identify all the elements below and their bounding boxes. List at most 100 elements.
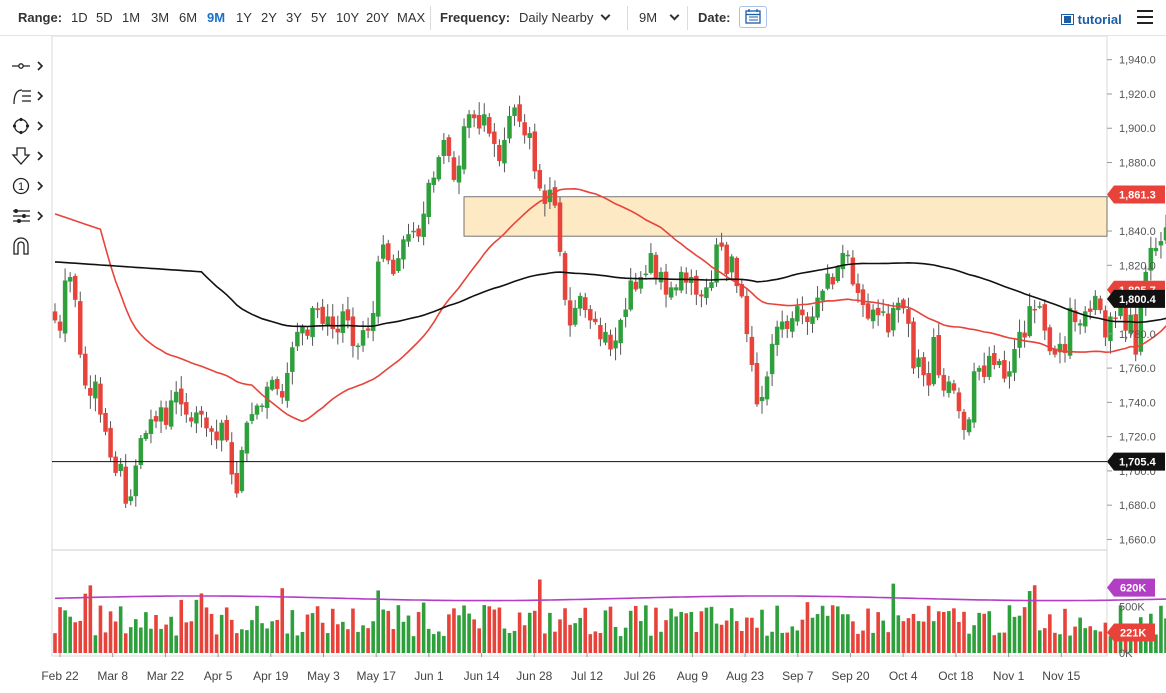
up-candle [971, 371, 977, 423]
range-9m-button[interactable]: 9M [207, 10, 226, 25]
label-tool[interactable]: 1 [10, 176, 50, 198]
down-candle [886, 313, 891, 333]
up-candle [431, 177, 436, 186]
range-1m-button[interactable]: 1M [122, 10, 141, 25]
down-candle [941, 374, 947, 391]
volume-bar-up [255, 605, 259, 653]
volume-bar-down [113, 621, 118, 653]
volume-bar-up [310, 613, 315, 653]
volume-bar-up [623, 627, 628, 653]
volume-tick-label: 0K [1119, 648, 1133, 660]
up-candle [1163, 227, 1166, 241]
down-candle [1002, 360, 1007, 379]
down-candle [961, 411, 967, 431]
y-tick-label: 1,760.0 [1119, 363, 1156, 375]
up-candle [466, 114, 472, 128]
y-tick-label: 1,680.0 [1119, 500, 1156, 512]
volume-bar-down [88, 585, 93, 653]
fibonacci-tool[interactable] [10, 86, 50, 108]
up-candle [774, 326, 780, 345]
volume-bar-up [987, 611, 992, 653]
x-tick-label: Nov 15 [1042, 669, 1080, 683]
arrow-tool[interactable] [10, 146, 50, 168]
volume-bar-up [396, 605, 401, 653]
volume-bar-down [538, 579, 542, 653]
tutorial-link[interactable]: tutorial [1061, 12, 1122, 27]
crosshair-tool[interactable] [10, 56, 50, 78]
up-candle [502, 139, 507, 164]
range-3m-button[interactable]: 3M [151, 10, 170, 25]
volume-bar-down [1098, 631, 1103, 653]
volume-bar-up [669, 608, 673, 653]
arrow-down-icon [11, 147, 44, 165]
volume-bar-up [442, 635, 446, 653]
volume-bar-down [750, 617, 754, 653]
price-chart[interactable]: 1,940.01,920.01,900.01,880.01,860.01,840… [0, 36, 1166, 693]
volume-bar-down [1113, 635, 1118, 653]
volume-last-tag-label: 221K [1120, 628, 1146, 640]
x-tick-label: Sep 20 [831, 669, 869, 683]
down-candle [229, 442, 234, 475]
up-candle [300, 326, 305, 334]
range-1y-button[interactable]: 1Y [236, 10, 252, 25]
period-dropdown[interactable]: 9M [639, 10, 680, 25]
volume-bar-down [98, 605, 103, 653]
volume-bar-down [1043, 628, 1047, 653]
range-10y-button[interactable]: 10Y [336, 10, 360, 25]
volume-average-tag-label: 620K [1120, 583, 1146, 595]
volume-bar-up [729, 608, 734, 653]
volume-bar-down [154, 614, 158, 653]
volume-bar-up [1012, 616, 1017, 653]
y-tick-label: 1,880.0 [1119, 158, 1156, 170]
x-tick-label: Jul 12 [571, 669, 603, 683]
menu-icon[interactable] [1137, 10, 1153, 24]
range-max-button[interactable]: MAX [397, 10, 426, 25]
volume-bar-up [482, 605, 487, 653]
volume-bar-up [1037, 630, 1042, 653]
volume-bar-up [431, 634, 436, 653]
volume-bar-up [1083, 628, 1087, 653]
volume-bar-down [942, 611, 946, 653]
volume-bar-up [174, 635, 178, 653]
volume-bar-up [371, 621, 375, 653]
up-candle [1082, 311, 1088, 327]
frequency-dropdown[interactable]: Daily Nearby [519, 10, 611, 25]
range-5d-button[interactable]: 5D [96, 10, 113, 25]
magnet-tool[interactable] [10, 236, 50, 258]
shapes-tool[interactable] [10, 116, 50, 138]
volume-bar-up [659, 631, 663, 653]
down-candle [189, 417, 194, 422]
divider [687, 6, 688, 30]
resistance-zone [463, 196, 1108, 237]
up-candle [507, 115, 512, 139]
volume-bar-up [603, 610, 608, 653]
range-6m-button[interactable]: 6M [179, 10, 198, 25]
volume-bar-down [497, 607, 502, 653]
volume-bar-up [290, 610, 295, 653]
x-tick-label: Nov 1 [993, 669, 1025, 683]
range-2y-button[interactable]: 2Y [261, 10, 277, 25]
down-candle [1133, 314, 1138, 355]
volume-bar-up [144, 612, 148, 653]
volume-bar-down [563, 608, 567, 653]
volume-bar-up [462, 605, 466, 653]
range-3y-button[interactable]: 3Y [286, 10, 302, 25]
volume-bar-up [527, 612, 532, 653]
range-20y-button[interactable]: 20Y [366, 10, 390, 25]
y-tick-label: 1,940.0 [1119, 55, 1156, 67]
indicator-tool[interactable] [10, 206, 50, 228]
up-candle [426, 182, 431, 217]
up-candle [714, 244, 719, 283]
range-1d-button[interactable]: 1D [71, 10, 88, 25]
up-candle [128, 496, 133, 502]
last-price-tag: 1,861.3 [1107, 185, 1165, 204]
volume-bar-up [1144, 632, 1148, 653]
up-candle [976, 367, 982, 372]
range-5y-button[interactable]: 5Y [311, 10, 327, 25]
down-candle [52, 311, 58, 321]
calendar-button[interactable] [739, 6, 767, 28]
down-candle [88, 388, 93, 396]
up-candle [946, 381, 952, 394]
up-candle [603, 331, 608, 343]
last-price-tag-shape [1107, 185, 1165, 204]
